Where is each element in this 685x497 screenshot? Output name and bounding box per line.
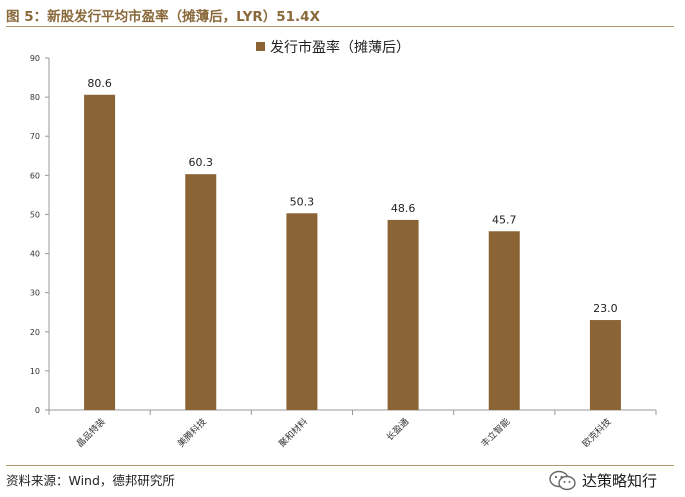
data-label: 48.6 (391, 202, 416, 215)
data-label: 45.7 (492, 213, 517, 226)
y-tick-label: 0 (35, 406, 40, 415)
legend-swatch (256, 42, 265, 51)
y-tick-label: 70 (30, 132, 40, 141)
category-label: 长盈通 (384, 416, 412, 444)
axes: 0 10 20 30 40 50 60 70 80 90 (30, 54, 657, 415)
bar (387, 219, 419, 410)
category-label: 晶品特装 (74, 416, 108, 450)
watermark: 达策略知行 (548, 468, 685, 494)
bar (488, 231, 520, 410)
y-tick-label: 90 (30, 54, 40, 63)
y-tick-label: 40 (30, 250, 40, 259)
bar (84, 94, 116, 411)
source-note: 资料来源：Wind，德邦研究所 (6, 473, 175, 488)
title-rule (6, 26, 674, 27)
data-label: 80.6 (87, 77, 112, 90)
y-tick-label: 50 (30, 210, 40, 219)
legend-label: 发行市盈率（摊薄后） (270, 39, 410, 56)
data-labels: 80.6 60.3 50.3 48.6 45.7 23.0 (87, 77, 617, 315)
bar (286, 213, 318, 410)
y-tick-label: 60 (30, 171, 40, 180)
y-tick-label: 30 (30, 289, 40, 298)
bars (84, 94, 621, 411)
figure-title: 图 5：新股发行平均市盈率（摊薄后，LYR）51.4X (6, 9, 320, 25)
y-tick-label: 10 (30, 367, 40, 376)
category-label: 丰立智能 (478, 416, 512, 450)
legend: 发行市盈率（摊薄后） (256, 39, 410, 56)
data-label: 60.3 (189, 156, 214, 169)
y-tick-label: 80 (30, 93, 40, 102)
watermark-text: 达策略知行 (582, 472, 658, 490)
category-labels: 晶品特装 美腾科技 聚和材料 长盈通 丰立智能 欧克科技 (74, 416, 614, 450)
category-label: 美腾科技 (175, 416, 209, 450)
wechat-icon (549, 470, 576, 491)
source-rule (6, 465, 674, 466)
category-label: 欧克科技 (580, 416, 614, 450)
data-label: 23.0 (593, 302, 618, 315)
bar (185, 174, 217, 410)
data-label: 50.3 (290, 195, 315, 208)
bar-chart: 发行市盈率（摊薄后） 0 10 20 30 40 50 60 70 80 90 80.6 60.3 5… (30, 39, 657, 450)
bar (589, 320, 621, 410)
y-tick-label: 20 (30, 328, 40, 337)
category-label: 聚和材料 (276, 416, 310, 450)
